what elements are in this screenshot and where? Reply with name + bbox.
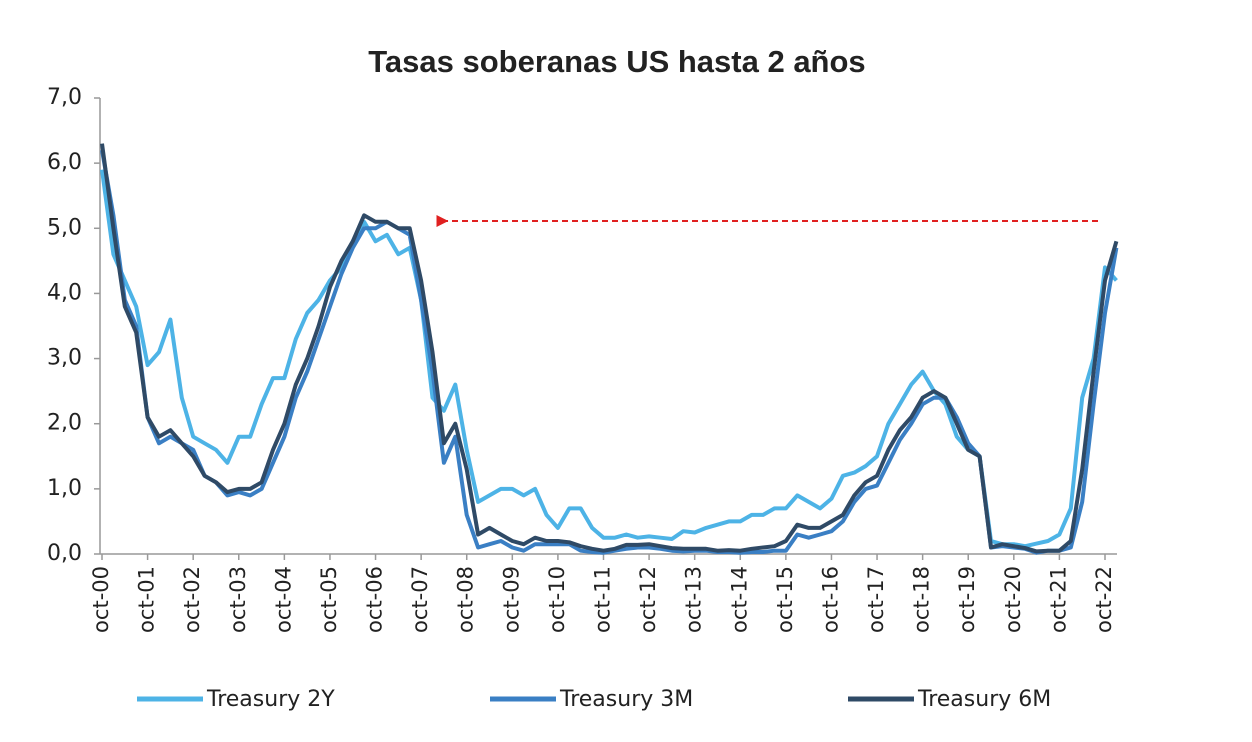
y-tick-label: 0,0 [47,541,82,566]
x-tick-label: oct-07 [408,566,432,633]
series-line [100,149,1119,555]
chart-title: Tasas soberanas US hasta 2 años [368,44,865,79]
x-tick-label: oct-21 [1046,566,1070,633]
x-tick-label: oct-03 [226,566,250,633]
y-tick-label: 7,0 [47,85,82,110]
y-tick-label: 3,0 [47,346,82,371]
x-tick-label: oct-14 [727,566,751,633]
x-tick-label: oct-11 [591,566,615,633]
x-tick-label: oct-22 [1092,566,1116,633]
series-line [100,169,1118,549]
x-tick-label: oct-18 [910,566,934,633]
y-tick-label: 4,0 [47,280,82,305]
x-tick-label: oct-01 [135,566,159,633]
legend-label: Treasury 6M [917,687,1051,712]
x-tick-label: oct-10 [545,566,569,633]
x-tick-label: oct-04 [271,566,295,633]
x-tick-label: oct-16 [818,566,842,633]
x-tick-label: oct-06 [363,566,387,633]
y-tick-label: 5,0 [47,215,82,240]
x-tick-label: oct-15 [773,566,797,633]
legend-label: Treasury 2Y [206,687,335,712]
x-tick-label: oct-17 [864,566,888,633]
legend-label: Treasury 3M [559,687,693,712]
x-tick-label: oct-19 [955,566,979,633]
x-tick-label: oct-08 [454,566,478,633]
x-tick-label: oct-09 [499,566,523,633]
x-tick-label: oct-05 [317,566,341,633]
series-line [100,143,1119,554]
x-tick-label: oct-12 [636,566,660,633]
x-tick-label: oct-13 [682,566,706,633]
x-tick-label: oct-00 [89,566,113,633]
x-tick-label: oct-02 [180,566,204,633]
y-tick-label: 2,0 [47,411,82,436]
y-tick-label: 1,0 [47,476,82,501]
y-tick-label: 6,0 [47,150,82,175]
x-tick-label: oct-20 [1001,566,1025,633]
